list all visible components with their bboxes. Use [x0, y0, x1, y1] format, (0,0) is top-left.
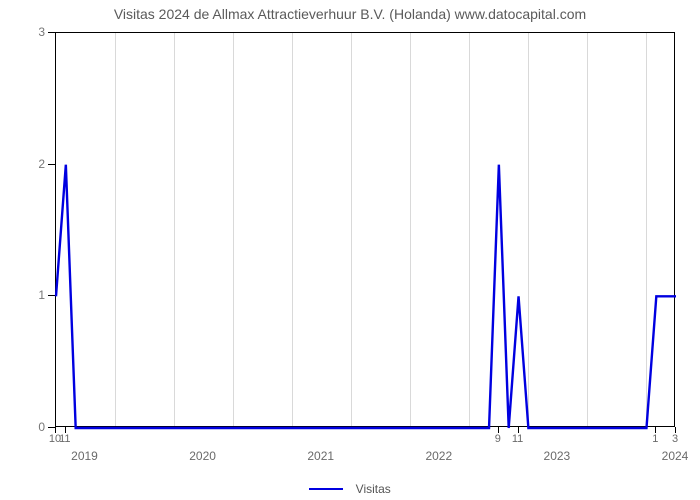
series-line — [56, 33, 676, 428]
line-chart: Visitas 2024 de Allmax Attractieverhuur … — [0, 0, 700, 500]
x-year-label: 2019 — [71, 449, 98, 463]
y-tick — [48, 427, 55, 428]
chart-title: Visitas 2024 de Allmax Attractieverhuur … — [0, 6, 700, 22]
x-minor-label: 11 — [59, 433, 70, 445]
x-year-label: 2024 — [662, 449, 689, 463]
legend-label: Visitas — [356, 482, 391, 496]
y-tick — [48, 32, 55, 33]
y-tick — [48, 295, 55, 296]
x-minor-label: 3 — [672, 433, 678, 445]
legend-swatch — [309, 488, 343, 490]
y-tick — [48, 164, 55, 165]
x-minor-label: 1 — [652, 433, 658, 445]
x-year-label: 2023 — [544, 449, 571, 463]
x-minor-label: 9 — [495, 433, 501, 445]
y-tick-label: 3 — [38, 25, 45, 39]
y-tick-label: 2 — [38, 157, 45, 171]
x-year-label: 2020 — [189, 449, 216, 463]
y-tick-label: 1 — [38, 288, 45, 302]
plot-area — [55, 32, 675, 427]
legend: Visitas — [0, 480, 700, 498]
x-minor-label: 11 — [512, 433, 523, 445]
x-year-label: 2021 — [307, 449, 334, 463]
y-tick-label: 0 — [38, 420, 45, 434]
x-year-label: 2022 — [425, 449, 452, 463]
